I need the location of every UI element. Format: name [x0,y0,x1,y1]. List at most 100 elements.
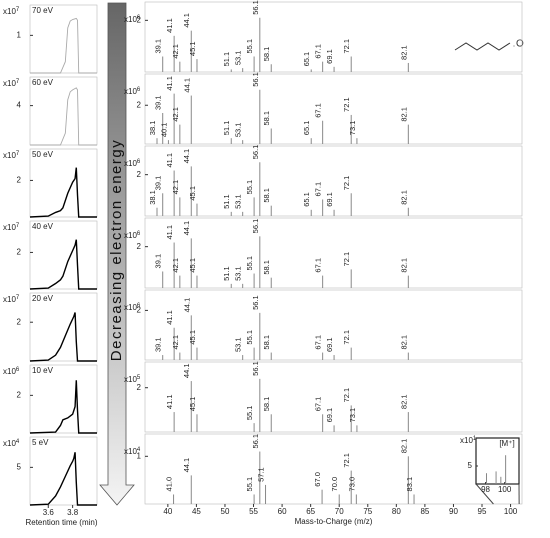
y-tick-label: 1 [137,451,142,460]
peak-label: 53.1 [234,266,243,281]
peak-label: 56.1 [251,145,260,160]
peak-label: 45.1 [188,41,197,56]
peak-label: 83.1 [405,477,414,492]
multiplier-exponent: 6 [137,159,141,165]
multiplier-base: x10 [460,436,473,445]
peak-label: 44.1 [182,13,191,28]
panel-title: 40 eV [32,222,54,231]
peak-label: 67.1 [314,397,323,412]
peak-label: 55.1 [245,256,254,271]
peak-label: 39.1 [154,95,163,110]
peak-label: 58.1 [262,397,271,412]
chromatogram-line [30,88,97,145]
peak-label: 53.1 [234,337,243,352]
multiplier-base: x10 [3,367,16,376]
panel-title: 70 eV [32,6,54,15]
multiplier-exponent: 6 [137,87,141,93]
peak-label: 39.1 [154,254,163,269]
peak-label: 82.1 [399,45,408,60]
peak-label: 72.1 [342,97,351,112]
peak-label: 56.1 [251,72,260,87]
multiplier-exponent: 7 [16,151,20,157]
panel-title: 60 eV [32,78,54,87]
y-tick-label: 2 [137,306,142,315]
peak-label: 69.1 [325,408,334,423]
peak-label: 72.1 [342,388,351,403]
peak-label: 82.1 [399,258,408,273]
peak-label: 55.1 [245,39,254,54]
multiplier-exponent: 7 [16,79,20,85]
panel-frame [30,77,97,145]
peak-label: 44.1 [182,298,191,313]
inset-x-tick-label: 100 [498,485,512,494]
peak-label: 42.1 [171,180,180,195]
y-tick-label: 1 [17,30,22,39]
multiplier: x101 [460,436,477,446]
peak-label: 42.1 [171,335,180,350]
multiplier-exponent: 6 [137,231,141,237]
peak-label: 51.1 [222,194,231,209]
multiplier-base: x10 [3,151,16,160]
x-tick-label: 3.8 [67,508,79,517]
panel-title: 50 eV [32,150,54,159]
peak-label: 42.1 [171,107,180,122]
chromatogram-line [30,18,97,73]
y-tick-label: 2 [17,248,22,257]
chromatogram-line [30,452,97,505]
multiplier-base: x10 [124,87,137,96]
y-tick-label: 5 [17,462,22,471]
peak-label: 42.1 [171,44,180,59]
peak-label: 82.1 [399,394,408,409]
peak-label: 73.0 [347,477,356,492]
multiplier: x107 [3,79,20,89]
peak-label: 41.1 [165,225,174,240]
peak-label: 45.1 [188,397,197,412]
multiplier-exponent: 4 [16,439,20,445]
peak-label: 72.1 [342,330,351,345]
peak-label: 67.0 [313,472,322,487]
multiplier: x107 [3,7,20,17]
multiplier-base: x10 [124,303,137,312]
peak-label: 72.1 [342,39,351,54]
multiplier: x107 [3,295,20,305]
chromatogram-line [30,313,97,361]
peak-label: 69.1 [325,192,334,207]
peak-label: 41.1 [165,76,174,91]
multiplier-exponent: 7 [16,223,20,229]
multiplier-exponent: 5 [137,375,141,381]
peak-label: 67.1 [314,103,323,118]
peak-label: 39.1 [154,176,163,191]
peak-label: 82.1 [399,335,408,350]
x-tick-label: 75 [363,507,372,516]
peak-label: 58.1 [262,188,271,203]
peak-label: 44.1 [182,78,191,93]
peak-label: 72.1 [342,252,351,267]
multiplier-base: x10 [124,159,137,168]
multiplier-exponent: 6 [16,367,20,373]
peak-label: 56.1 [251,434,260,449]
chromatogram-line [30,240,97,289]
multiplier-base: x10 [124,15,137,24]
multiplier-exponent: 7 [16,295,20,301]
peak-label: 56.1 [251,219,260,234]
multiplier: x106 [124,87,141,97]
peak-label: 41.1 [165,153,174,168]
panel-title: 5 eV [32,438,49,447]
multiplier: x106 [124,231,141,241]
peak-label: 56.1 [251,295,260,310]
multiplier-base: x10 [3,7,16,16]
peak-label: 56.1 [251,361,260,376]
y-tick-label: 2 [17,176,22,185]
peak-label: 67.1 [314,44,323,59]
peak-label: 72.1 [342,453,351,468]
peak-label: 41.0 [165,477,174,492]
peak-label: 56.1 [251,0,260,15]
multiplier: x104 [3,439,20,449]
y-tick-label: 2 [137,383,142,392]
x-tick-label: 50 [221,507,230,516]
peak-label: 65.1 [302,192,311,207]
peak-label: 45.1 [188,258,197,273]
y-tick-label: 2 [137,170,142,179]
peak-label: 73.1 [348,121,357,136]
molecule: O [455,39,524,50]
